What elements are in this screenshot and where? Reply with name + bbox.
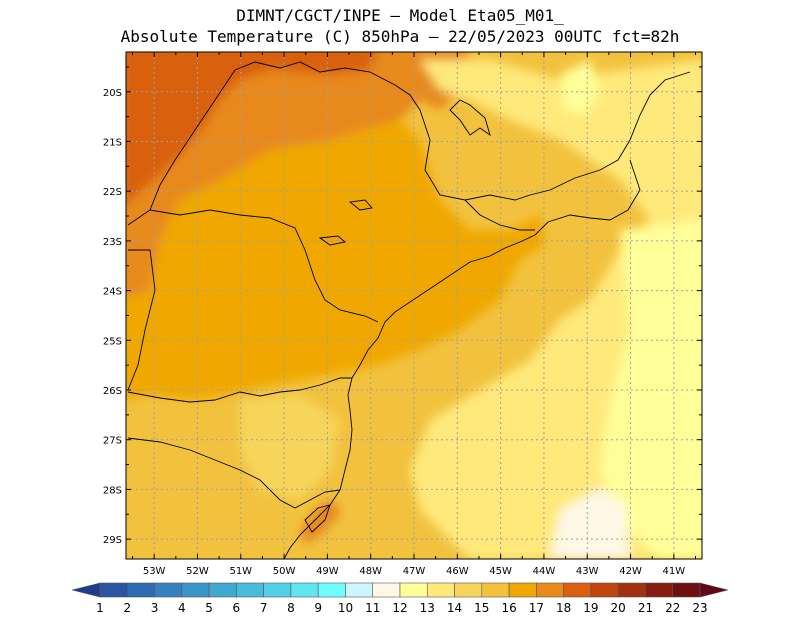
colorbar-swatch: [317, 582, 346, 598]
colorbar-label: 16: [501, 601, 516, 615]
colorbar-swatch: [645, 582, 674, 598]
lon-tick-label: 46W: [446, 566, 469, 577]
colorbar-arrow-right: [699, 582, 729, 598]
colorbar-swatch: [563, 582, 592, 598]
lat-tick-label: 24S: [103, 287, 122, 298]
lon-tick-label: 44W: [533, 566, 556, 577]
reservoir-central: [348, 199, 373, 211]
colorbar-label: 20: [611, 601, 626, 615]
colorbar-label: 13: [420, 601, 435, 615]
lat-tick-label: 23S: [103, 237, 122, 248]
chart-title: DIMNT/CGCT/INPE – Model Eta05_M01_: [236, 6, 564, 25]
colorbar-label: 14: [447, 601, 462, 615]
graticule: [126, 52, 702, 559]
state-border-sp-pr: [149, 209, 379, 323]
colorbar-swatch: [290, 582, 319, 598]
colorbar-label: 4: [178, 601, 186, 615]
state-border-sc-rs: [127, 437, 341, 509]
field-pale-north: [560, 60, 600, 115]
state-border-mg: [234, 61, 691, 201]
colorbar-swatch: [590, 582, 619, 598]
lon-tick-label: 53W: [143, 566, 166, 577]
colorbar-label: 7: [260, 601, 268, 615]
colorbar-label: 2: [123, 601, 131, 615]
colorbar-label: 11: [365, 601, 380, 615]
temperature-field: [126, 52, 702, 559]
colorbar-swatch: [372, 582, 401, 598]
field-gold: [126, 120, 545, 400]
colorbar-label: 8: [287, 601, 295, 615]
colorbar-label: 22: [665, 601, 680, 615]
colorbar-label: 6: [233, 601, 241, 615]
lon-tick-label: 50W: [273, 566, 296, 577]
lon-tick-label: 49W: [316, 566, 339, 577]
lon-tick-label: 41W: [663, 566, 686, 577]
lon-tick-label: 47W: [403, 566, 426, 577]
political-boundaries: [127, 61, 691, 559]
field-cream: [550, 488, 630, 559]
colorbar-swatch: [126, 582, 155, 598]
latitude-axis: 20S 21S 22S 23S 24S 25S 26S 27S 28S 29S: [103, 66, 702, 546]
lon-tick-label: 48W: [359, 566, 382, 577]
lon-tick-label: 42W: [619, 566, 642, 577]
field-dark-orange: [126, 52, 378, 204]
colorbar-swatch: [208, 582, 237, 598]
colorbar-swatch: [99, 582, 128, 598]
field-orange-patch: [300, 500, 340, 545]
colorbar-swatch: [617, 582, 646, 598]
lat-tick-label: 20S: [103, 88, 122, 99]
colorbar-swatch: [181, 582, 210, 598]
lat-tick-label: 26S: [103, 386, 122, 397]
colorbar-arrow-left: [71, 582, 101, 598]
colorbar-label: 21: [638, 601, 653, 615]
lat-tick-label: 28S: [103, 485, 122, 496]
colorbar-swatch: [508, 582, 537, 598]
colorbar-label: 17: [529, 601, 544, 615]
chart-subtitle: Absolute Temperature (C) 850hPa – 22/05/…: [120, 27, 680, 46]
lon-tick-label: 45W: [489, 566, 512, 577]
lon-tick-label: 52W: [186, 566, 209, 577]
colorbar-swatch: [263, 582, 292, 598]
lat-tick-label: 21S: [103, 137, 122, 148]
colorbar-swatch: [454, 582, 483, 598]
colorbar-swatch: [236, 582, 264, 598]
lat-tick-label: 22S: [103, 187, 122, 198]
lat-tick-label: 27S: [103, 436, 122, 447]
colorbar: 1 2 3 4 5 6 7 8 9 10 11 12 13 14 15 16 17 18 19 20 21 22 23: [71, 582, 729, 615]
colorbar-label: 23: [692, 601, 707, 615]
colorbar-swatch: [672, 582, 701, 598]
colorbar-label: 9: [314, 601, 322, 615]
colorbar-swatch: [536, 582, 564, 598]
state-border-sp-rj: [464, 199, 535, 231]
colorbar-swatch: [399, 582, 428, 598]
lagoon: [304, 504, 331, 533]
colorbar-label: 5: [205, 601, 213, 615]
colorbar-swatch: [426, 582, 455, 598]
state-border-pr-sc: [127, 377, 352, 403]
colorbar-label: 19: [583, 601, 598, 615]
reservoir-west: [318, 235, 346, 246]
lon-tick-label: 51W: [229, 566, 252, 577]
lat-tick-label: 25S: [103, 336, 122, 347]
colorbar-label: 12: [392, 601, 407, 615]
colorbar-label: 1: [96, 601, 104, 615]
colorbar-label: 15: [474, 601, 489, 615]
colorbar-swatch: [481, 582, 510, 598]
colorbar-label: 3: [151, 601, 159, 615]
colorbar-swatch: [345, 582, 374, 598]
longitude-axis: 53W 52W 51W 50W 49W 48W 47W 46W 45W 44W 43W 42W 41W: [131, 52, 697, 577]
lat-tick-label: 29S: [103, 535, 122, 546]
reservoir-north: [449, 99, 491, 137]
field-yellow-patch: [240, 395, 340, 500]
lon-tick-label: 43W: [576, 566, 599, 577]
colorbar-label: 10: [338, 601, 353, 615]
colorbar-label: 18: [556, 601, 571, 615]
state-border-ms-pr: [127, 249, 156, 391]
coastline: [283, 159, 641, 559]
colorbar-swatch: [154, 582, 183, 598]
